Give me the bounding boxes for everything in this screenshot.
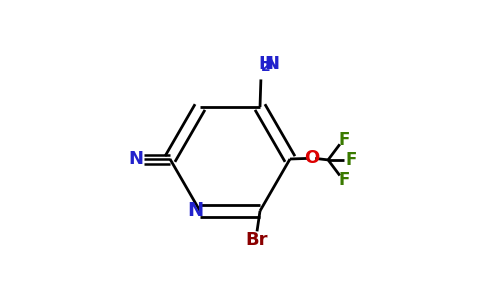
- Text: F: F: [346, 151, 357, 169]
- Text: H: H: [259, 56, 274, 74]
- Text: N: N: [187, 201, 203, 220]
- Text: 2: 2: [261, 60, 271, 74]
- Text: F: F: [339, 131, 350, 149]
- Text: F: F: [339, 171, 350, 189]
- Text: Br: Br: [246, 231, 268, 249]
- Text: N: N: [264, 56, 279, 74]
- Text: N: N: [128, 150, 143, 168]
- Text: O: O: [304, 149, 319, 167]
